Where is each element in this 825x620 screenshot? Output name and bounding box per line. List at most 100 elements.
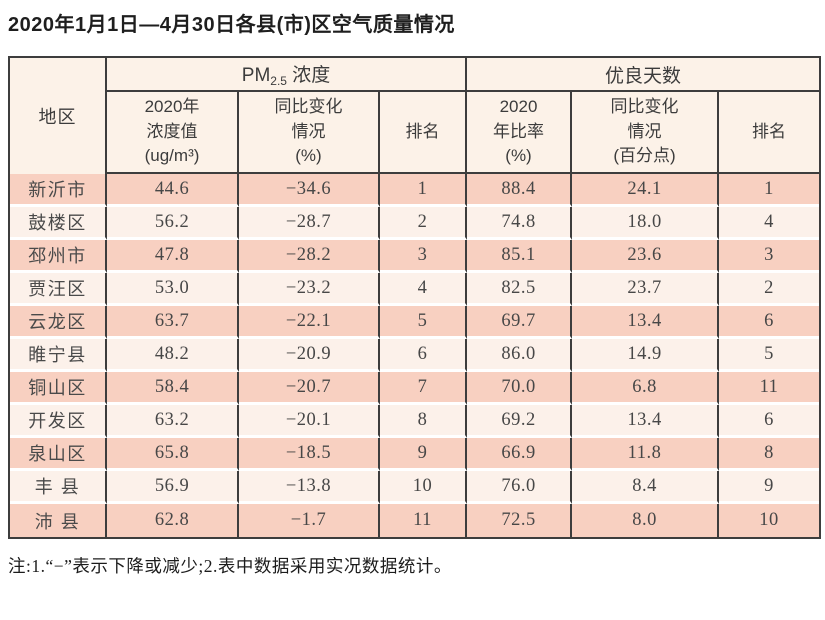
column-header-days-ratio: 2020 年比率 (%) bbox=[467, 92, 573, 174]
cell-region: 开发区 bbox=[10, 405, 107, 438]
cell-pm-rank: 10 bbox=[380, 471, 468, 504]
cell-pm-change: −20.1 bbox=[239, 405, 380, 438]
column-header-pm-value: 2020年 浓度值 (ug/m³) bbox=[107, 92, 239, 174]
cell-days-rank: 4 bbox=[719, 207, 820, 240]
cell-days-ratio: 82.5 bbox=[467, 273, 573, 306]
cell-pm-change: −20.7 bbox=[239, 372, 380, 405]
cell-days-rank: 2 bbox=[719, 273, 820, 306]
cell-pm-value: 65.8 bbox=[107, 438, 239, 471]
cell-days-ratio: 72.5 bbox=[467, 504, 573, 537]
table-row: 丰 县 56.9 −13.8 10 76.0 8.4 9 bbox=[10, 471, 820, 504]
cell-days-rank: 8 bbox=[719, 438, 820, 471]
cell-pm-change: −23.2 bbox=[239, 273, 380, 306]
cell-region: 睢宁县 bbox=[10, 339, 107, 372]
table-row: 贾汪区 53.0 −23.2 4 82.5 23.7 2 bbox=[10, 273, 820, 306]
cell-pm-change: −20.9 bbox=[239, 339, 380, 372]
cell-pm-rank: 6 bbox=[380, 339, 468, 372]
cell-pm-value: 62.8 bbox=[107, 504, 239, 537]
table-body: 新沂市 44.6 −34.6 1 88.4 24.1 1 鼓楼区 56.2 −28.7 2 74.8 1… bbox=[10, 174, 820, 537]
cell-days-ratio: 85.1 bbox=[467, 240, 573, 273]
cell-days-change: 23.6 bbox=[572, 240, 720, 273]
cell-pm-rank: 5 bbox=[380, 306, 468, 339]
cell-region: 贾汪区 bbox=[10, 273, 107, 306]
cell-pm-change: −28.7 bbox=[239, 207, 380, 240]
air-quality-table: 地区 PM2.5 浓度 优良天数 2020年 浓度值 (ug/m³) 同比变化 … bbox=[8, 56, 822, 539]
cell-pm-value: 53.0 bbox=[107, 273, 239, 306]
cell-pm-value: 48.2 bbox=[107, 339, 239, 372]
table-header: 地区 PM2.5 浓度 优良天数 2020年 浓度值 (ug/m³) 同比变化 … bbox=[10, 58, 820, 174]
table-row: 睢宁县 48.2 −20.9 6 86.0 14.9 5 bbox=[10, 339, 820, 372]
cell-days-ratio: 70.0 bbox=[467, 372, 573, 405]
column-header-region: 地区 bbox=[10, 58, 107, 174]
pm25-suffix: 浓度 bbox=[286, 65, 331, 86]
cell-days-ratio: 66.9 bbox=[467, 438, 573, 471]
cell-days-ratio: 69.2 bbox=[467, 405, 573, 438]
cell-region: 沛 县 bbox=[10, 504, 107, 537]
cell-region: 新沂市 bbox=[10, 174, 107, 207]
cell-pm-change: −22.1 bbox=[239, 306, 380, 339]
pm25-subscript: 2.5 bbox=[270, 74, 287, 88]
cell-pm-value: 47.8 bbox=[107, 240, 239, 273]
cell-days-change: 8.4 bbox=[572, 471, 720, 504]
column-header-days-change: 同比变化 情况 (百分点) bbox=[572, 92, 720, 174]
cell-days-change: 6.8 bbox=[572, 372, 720, 405]
cell-days-change: 13.4 bbox=[572, 306, 720, 339]
cell-days-rank: 5 bbox=[719, 339, 820, 372]
cell-pm-value: 63.7 bbox=[107, 306, 239, 339]
cell-pm-rank: 4 bbox=[380, 273, 468, 306]
cell-pm-rank: 2 bbox=[380, 207, 468, 240]
cell-pm-value: 56.2 bbox=[107, 207, 239, 240]
cell-pm-change: −34.6 bbox=[239, 174, 380, 207]
table-row: 泉山区 65.8 −18.5 9 66.9 11.8 8 bbox=[10, 438, 820, 471]
cell-region: 铜山区 bbox=[10, 372, 107, 405]
table-row: 沛 县 62.8 −1.7 11 72.5 8.0 10 bbox=[10, 504, 820, 537]
cell-days-ratio: 88.4 bbox=[467, 174, 573, 207]
sub-header-row: 2020年 浓度值 (ug/m³) 同比变化 情况 (%) 排名 2020 年比… bbox=[10, 92, 820, 174]
cell-days-rank: 1 bbox=[719, 174, 820, 207]
cell-pm-change: −1.7 bbox=[239, 504, 380, 537]
cell-region: 邳州市 bbox=[10, 240, 107, 273]
cell-pm-rank: 3 bbox=[380, 240, 468, 273]
column-header-pm-change: 同比变化 情况 (%) bbox=[239, 92, 380, 174]
column-header-pm-rank: 排名 bbox=[380, 92, 468, 174]
cell-days-rank: 3 bbox=[719, 240, 820, 273]
cell-pm-value: 58.4 bbox=[107, 372, 239, 405]
cell-days-rank: 11 bbox=[719, 372, 820, 405]
cell-days-change: 11.8 bbox=[572, 438, 720, 471]
cell-pm-value: 44.6 bbox=[107, 174, 239, 207]
column-group-pm25: PM2.5 浓度 bbox=[107, 58, 468, 92]
cell-region: 泉山区 bbox=[10, 438, 107, 471]
cell-pm-rank: 8 bbox=[380, 405, 468, 438]
table-row: 铜山区 58.4 −20.7 7 70.0 6.8 11 bbox=[10, 372, 820, 405]
table-row: 邳州市 47.8 −28.2 3 85.1 23.6 3 bbox=[10, 240, 820, 273]
group-header-row: 地区 PM2.5 浓度 优良天数 bbox=[10, 58, 820, 174]
cell-days-ratio: 74.8 bbox=[467, 207, 573, 240]
cell-days-change: 14.9 bbox=[572, 339, 720, 372]
column-group-good-days: 优良天数 bbox=[467, 58, 820, 92]
table-row: 新沂市 44.6 −34.6 1 88.4 24.1 1 bbox=[10, 174, 820, 207]
cell-pm-change: −18.5 bbox=[239, 438, 380, 471]
cell-days-change: 13.4 bbox=[572, 405, 720, 438]
cell-days-ratio: 86.0 bbox=[467, 339, 573, 372]
cell-days-rank: 6 bbox=[719, 306, 820, 339]
cell-days-ratio: 69.7 bbox=[467, 306, 573, 339]
cell-region: 云龙区 bbox=[10, 306, 107, 339]
cell-pm-rank: 11 bbox=[380, 504, 468, 537]
pm25-prefix: PM bbox=[241, 65, 271, 86]
table-row: 鼓楼区 56.2 −28.7 2 74.8 18.0 4 bbox=[10, 207, 820, 240]
table-row: 开发区 63.2 −20.1 8 69.2 13.4 6 bbox=[10, 405, 820, 438]
cell-pm-value: 63.2 bbox=[107, 405, 239, 438]
cell-days-change: 18.0 bbox=[572, 207, 720, 240]
cell-days-change: 8.0 bbox=[572, 504, 720, 537]
cell-days-rank: 9 bbox=[719, 471, 820, 504]
cell-pm-rank: 1 bbox=[380, 174, 468, 207]
cell-days-change: 23.7 bbox=[572, 273, 720, 306]
cell-pm-change: −13.8 bbox=[239, 471, 380, 504]
cell-pm-value: 56.9 bbox=[107, 471, 239, 504]
table-row: 云龙区 63.7 −22.1 5 69.7 13.4 6 bbox=[10, 306, 820, 339]
page-title: 2020年1月1日—4月30日各县(市)区空气质量情况 bbox=[8, 14, 455, 36]
cell-days-change: 24.1 bbox=[572, 174, 720, 207]
cell-region: 丰 县 bbox=[10, 471, 107, 504]
cell-pm-rank: 7 bbox=[380, 372, 468, 405]
